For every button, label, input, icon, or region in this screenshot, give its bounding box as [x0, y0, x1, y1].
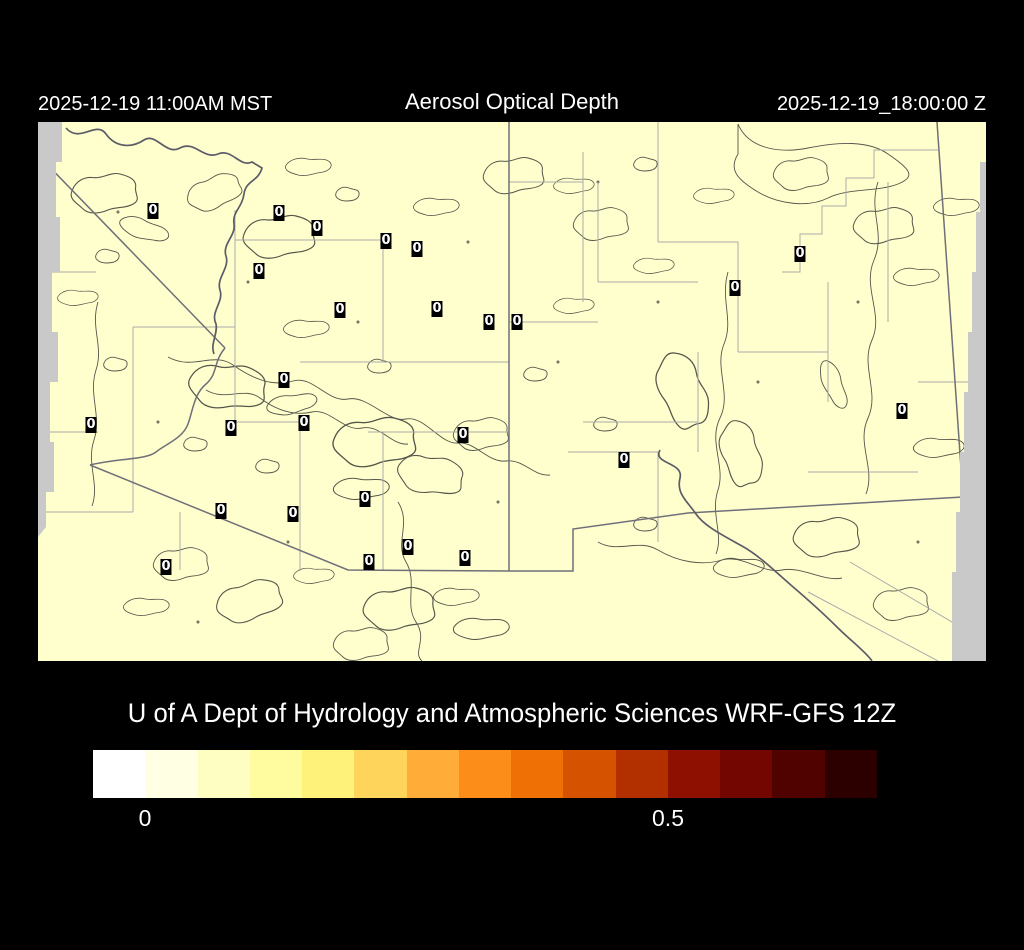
contour-label: 0 — [334, 302, 346, 318]
model-init-time: 2025-12-19 11:00AM MST — [38, 93, 273, 115]
rio-grande-river — [657, 449, 873, 661]
plot-title: Aerosol Optical Depth — [405, 89, 619, 114]
contour-label: 0 — [618, 452, 630, 468]
nm-tx-south-border — [687, 496, 964, 514]
credit-line: U of A Dept of Hydrology and Atmospheric… — [127, 698, 897, 728]
state-borders — [38, 122, 964, 572]
mexico-border-nm — [510, 512, 689, 572]
contour-label: 0 — [311, 220, 323, 236]
domain-void — [38, 122, 986, 661]
nm-tx-east-border — [936, 122, 964, 498]
colorbar-tick-label: 0.5 — [652, 805, 684, 831]
colorbar-segment — [667, 750, 721, 798]
valid-time-utc: 2025-12-19_18:00:00 Z — [776, 93, 986, 115]
contour-label: 0 — [298, 415, 310, 431]
contour-label: 0 — [278, 372, 290, 388]
colorbar-segment — [615, 750, 668, 798]
colorbar-segment — [145, 750, 198, 798]
colorbar-segment — [406, 750, 459, 798]
contour-label: 0 — [147, 203, 159, 219]
contour-label: 0 — [483, 314, 495, 330]
california-border — [89, 347, 226, 466]
contour-label: 0 — [85, 417, 97, 433]
colorbar-segment — [563, 750, 616, 798]
contour-label: 0 — [794, 246, 806, 262]
contour-label: 0 — [359, 491, 371, 507]
contour-label: 0 — [457, 427, 469, 443]
contour-label: 0 — [511, 314, 523, 330]
colorbar-segment — [354, 750, 407, 798]
colorbar-segment — [93, 750, 146, 798]
contour-label: 0 — [225, 420, 237, 436]
contour-label: 0 — [253, 263, 265, 279]
contour-label: 0 — [459, 550, 471, 566]
colorbar-segment — [824, 750, 877, 798]
contour-label: 0 — [215, 503, 227, 519]
contour-label: 0 — [363, 554, 375, 570]
colorbar-segment — [772, 750, 825, 798]
contour-label: 0 — [273, 205, 285, 221]
colorbar-segment — [458, 750, 512, 798]
contour-label: 0 — [402, 539, 414, 555]
colorbar-segment — [197, 750, 250, 798]
contour-label: 0 — [729, 280, 741, 296]
map-graphic — [38, 122, 986, 661]
rivers — [65, 127, 873, 661]
contour-label: 0 — [896, 403, 908, 419]
contour-label: 0 — [431, 301, 443, 317]
colorbar-segment — [511, 750, 564, 798]
mexico-border-az — [89, 464, 511, 572]
colorbar-segment — [302, 750, 355, 798]
nevada-border — [38, 154, 226, 349]
colorado-river — [65, 127, 263, 355]
colorbar-tick-label: 0 — [138, 805, 152, 831]
contour-label: 0 — [160, 559, 172, 575]
colorbar-ticks: 0 0.5 — [93, 805, 877, 835]
colorbar-segment — [720, 750, 773, 798]
contour-label: 0 — [411, 241, 423, 257]
colorbar-segment — [249, 750, 303, 798]
county-borders — [38, 122, 986, 661]
colorbar — [93, 750, 877, 798]
contour-label: 0 — [287, 506, 299, 522]
contour-label: 0 — [380, 233, 392, 249]
